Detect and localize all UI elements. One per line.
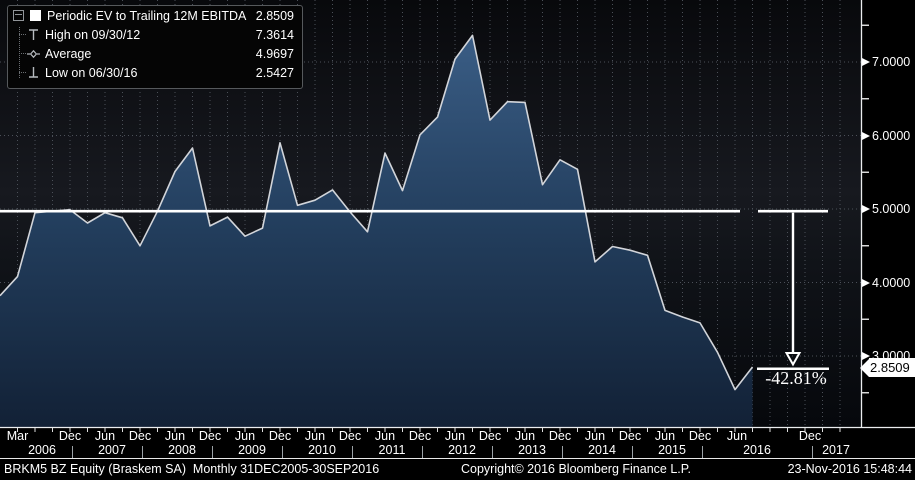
x-axis-year-label: 2008 xyxy=(168,443,196,457)
x-axis-month-label: Jun xyxy=(726,429,748,443)
badge-value: 2.8509 xyxy=(869,358,915,377)
y-axis-tick-label: 7.0000 xyxy=(862,54,910,70)
average-marker-icon xyxy=(26,46,41,61)
x-axis-month-label: Mar xyxy=(6,429,29,443)
x-axis-month-label: Dec xyxy=(798,429,822,443)
x-axis-month-label: Jun xyxy=(304,429,326,443)
x-axis-year-label: 2017 xyxy=(822,443,850,457)
legend-tree-stub xyxy=(19,53,26,54)
year-separator xyxy=(632,446,633,458)
legend-item-label: Low on 06/30/16 xyxy=(45,65,138,80)
legend-item-low[interactable]: Low on 06/30/16 2.5427 xyxy=(8,63,302,82)
legend-item-high[interactable]: High on 09/30/12 7.3614 xyxy=(8,25,302,44)
year-separator xyxy=(282,446,283,458)
x-axis-month-label: Jun xyxy=(654,429,676,443)
year-separator xyxy=(352,446,353,458)
year-separator xyxy=(562,446,563,458)
x-axis-year-label: 2010 xyxy=(308,443,336,457)
percent-change-annotation: -42.81% xyxy=(765,368,827,388)
legend: Periodic EV to Trailing 12M EBITDA 2.8509… xyxy=(7,5,303,89)
legend-item-label: High on 09/30/12 xyxy=(45,27,141,42)
copyright-text: Copyright© 2016 Bloomberg Finance L.P. xyxy=(461,462,691,476)
x-axis-month-label: Dec xyxy=(198,429,222,443)
legend-item-value: 4.9697 xyxy=(255,46,294,61)
high-marker-icon xyxy=(26,27,41,42)
x-axis-month-label: Dec xyxy=(478,429,502,443)
square-marker-icon xyxy=(28,8,43,23)
year-separator xyxy=(72,446,73,458)
x-axis-year-label: 2015 xyxy=(658,443,686,457)
legend-item-series[interactable]: Periodic EV to Trailing 12M EBITDA 2.8509 xyxy=(8,6,302,25)
x-axis-month-label: Dec xyxy=(128,429,152,443)
legend-item-label: Periodic EV to Trailing 12M EBITDA xyxy=(47,8,247,23)
x-axis-month-label: Jun xyxy=(234,429,256,443)
year-separator xyxy=(812,446,813,458)
y-axis-tick-label: 4.0000 xyxy=(862,275,910,291)
x-axis-month-label: Dec xyxy=(408,429,432,443)
x-axis-month-label: Jun xyxy=(514,429,536,443)
legend-item-value: 2.8509 xyxy=(255,8,294,23)
badge-pointer-icon xyxy=(860,358,869,377)
tick-arrow-icon xyxy=(862,205,870,213)
last-value-badge: 2.8509 xyxy=(860,358,915,377)
x-axis-month-label: Jun xyxy=(94,429,116,443)
x-axis-month-label: Dec xyxy=(268,429,292,443)
x-axis-year-label: 2012 xyxy=(448,443,476,457)
legend-expander-icon[interactable] xyxy=(13,10,24,21)
x-axis-year-label: 2013 xyxy=(518,443,546,457)
x-axis-month-label: Jun xyxy=(374,429,396,443)
year-separator xyxy=(212,446,213,458)
status-bar: BRKM5 BZ Equity (Braskem SA) Monthly 31D… xyxy=(0,458,915,480)
security-description: BRKM5 BZ Equity (Braskem SA) Monthly 31D… xyxy=(4,462,380,476)
x-axis-year-label: 2006 xyxy=(28,443,56,457)
x-axis-month-label: Dec xyxy=(548,429,572,443)
legend-item-average[interactable]: Average 4.9697 xyxy=(8,44,302,63)
x-axis-month-label: Jun xyxy=(164,429,186,443)
tick-arrow-icon xyxy=(862,58,870,66)
legend-item-value: 7.3614 xyxy=(255,27,294,42)
legend-tree-line xyxy=(19,27,20,78)
x-axis-year-label: 2016 xyxy=(743,443,771,457)
x-axis-year-label: 2014 xyxy=(588,443,616,457)
tick-arrow-icon xyxy=(862,278,870,287)
x-axis-month-label: Dec xyxy=(58,429,82,443)
x-axis-month-label: Jun xyxy=(444,429,466,443)
x-axis-year-label: 2009 xyxy=(238,443,266,457)
x-axis-month-label: Jun xyxy=(584,429,606,443)
y-axis-tick-label: 6.0000 xyxy=(862,128,910,144)
x-axis-year-label: 2007 xyxy=(98,443,126,457)
year-separator xyxy=(702,446,703,458)
x-axis-year-label: 2011 xyxy=(378,443,406,457)
year-separator xyxy=(422,446,423,458)
chart-plot-area xyxy=(0,0,915,432)
low-marker-icon xyxy=(26,65,41,80)
y-axis-tick-label: 5.0000 xyxy=(862,201,910,217)
x-axis-month-label: Dec xyxy=(618,429,642,443)
x-axis-month-label: Dec xyxy=(688,429,712,443)
timestamp-text: 23-Nov-2016 15:48:44 xyxy=(787,462,912,476)
legend-item-label: Average xyxy=(45,46,92,61)
year-separator xyxy=(492,446,493,458)
legend-item-value: 2.5427 xyxy=(255,65,294,80)
tick-arrow-icon xyxy=(862,131,870,140)
x-axis-month-label: Dec xyxy=(338,429,362,443)
legend-tree-stub xyxy=(19,72,26,73)
legend-tree-stub xyxy=(19,34,26,35)
year-separator xyxy=(142,446,143,458)
tick-arrow-icon xyxy=(862,352,870,360)
